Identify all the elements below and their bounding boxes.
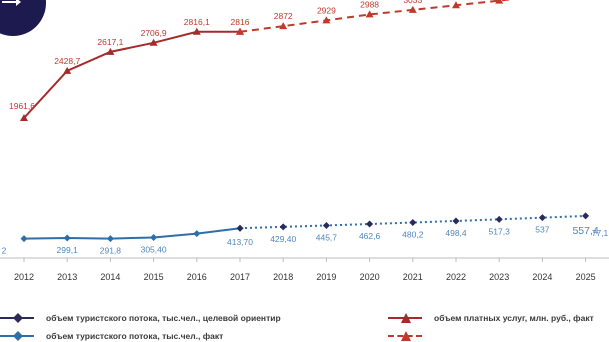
x-tick-label: 2015 <box>144 272 164 282</box>
data-label: 2872 <box>274 11 293 21</box>
data-label: 413,70 <box>227 237 253 247</box>
x-tick-label: 2023 <box>489 272 509 282</box>
legend-label-flow-fact: объем туристского потока, тыс.чел., факт <box>46 331 224 341</box>
data-label: 2706,9 <box>141 28 167 38</box>
data-point-triangle <box>192 27 201 35</box>
data-point-diamond <box>236 224 244 232</box>
x-tick-label: 2018 <box>273 272 293 282</box>
legend-label-flow-target: объем туристского потока, тыс.чел., целе… <box>46 313 281 323</box>
data-point-triangle <box>149 38 158 46</box>
corner-badge <box>0 0 46 36</box>
data-point-diamond <box>366 220 374 228</box>
data-point-diamond <box>582 212 590 220</box>
data-label: 2816 <box>231 17 250 27</box>
legend-item-flow-fact: объем туристского потока, тыс.чел., факт <box>0 331 223 341</box>
data-label: 2617,1 <box>97 37 123 47</box>
data-point-diamond <box>538 214 546 222</box>
legend-label-paid-services: объем платных услуг, млн. руб., факт <box>434 313 594 323</box>
x-tick-label: 2022 <box>446 272 466 282</box>
legend-swatch-flow-fact <box>0 331 34 341</box>
data-label: 2929 <box>317 5 336 15</box>
data-point-triangle <box>236 27 244 35</box>
data-point-triangle <box>408 5 417 13</box>
legend-swatch-paid-services-plan <box>388 331 422 341</box>
x-tick-label: 2016 <box>187 272 207 282</box>
data-point-diamond <box>452 217 460 225</box>
data-point-diamond <box>20 235 28 243</box>
data-point-diamond <box>106 235 114 243</box>
data-label: 498,4 <box>445 228 467 238</box>
data-point-diamond <box>322 221 330 229</box>
data-label: 2428,7 <box>54 56 80 66</box>
data-label-extra: 77,1 <box>592 228 609 238</box>
data-label: 517,3 <box>489 226 511 236</box>
data-label: 2816,1 <box>184 17 210 27</box>
data-label: 557,4 <box>572 225 598 237</box>
x-tick-label: 2014 <box>100 272 120 282</box>
data-point-triangle <box>279 22 288 30</box>
legend-item-paid-services: объем платных услуг, млн. руб., факт <box>388 313 594 323</box>
data-label: 299,1 <box>57 245 79 255</box>
data-point-triangle <box>365 10 374 18</box>
legend-item-paid-services-plan <box>388 331 434 341</box>
data-point-diamond <box>279 223 287 231</box>
series-line-2 <box>23 227 241 240</box>
data-point-diamond <box>495 215 503 223</box>
data-point-triangle <box>20 114 28 121</box>
data-point-diamond <box>63 234 71 242</box>
legend-item-flow-target: объем туристского потока, тыс.чел., целе… <box>0 313 281 323</box>
legend-swatch-flow-target <box>0 313 34 323</box>
data-point-triangle <box>495 0 504 4</box>
data-point-triangle <box>322 16 331 24</box>
data-point-diamond <box>193 230 201 238</box>
data-label: 462,6 <box>359 231 381 241</box>
x-tick-label: 2021 <box>403 272 423 282</box>
data-point-triangle <box>452 1 460 9</box>
data-point-diamond <box>409 219 417 227</box>
data-point-diamond <box>150 233 158 241</box>
data-point-triangle <box>63 66 72 74</box>
series-line-0 <box>23 30 241 119</box>
data-label: 1961,6 <box>9 101 35 111</box>
x-tick-label: 2013 <box>57 272 77 282</box>
data-label: 537 <box>535 225 549 235</box>
data-label: 429,40 <box>270 234 296 244</box>
data-label: 291,8 <box>100 246 122 256</box>
data-label: 3033 <box>403 0 422 5</box>
x-tick-label: 2025 <box>576 272 596 282</box>
data-label: 480,2 <box>402 230 424 240</box>
x-tick-label: 2017 <box>230 272 250 282</box>
legend-swatch-paid-services <box>388 313 422 323</box>
data-label: 305,40 <box>141 244 167 254</box>
arrow-right-icon <box>2 0 21 6</box>
data-label: 445,7 <box>316 232 338 242</box>
x-tick-label: 2019 <box>316 272 336 282</box>
data-label: 2 <box>2 246 7 256</box>
x-tick-label: 2020 <box>360 272 380 282</box>
data-point-triangle <box>106 47 115 55</box>
x-tick-label: 2024 <box>532 272 552 282</box>
data-label: 2988 <box>360 0 379 9</box>
x-tick-label: 2012 <box>14 272 34 282</box>
